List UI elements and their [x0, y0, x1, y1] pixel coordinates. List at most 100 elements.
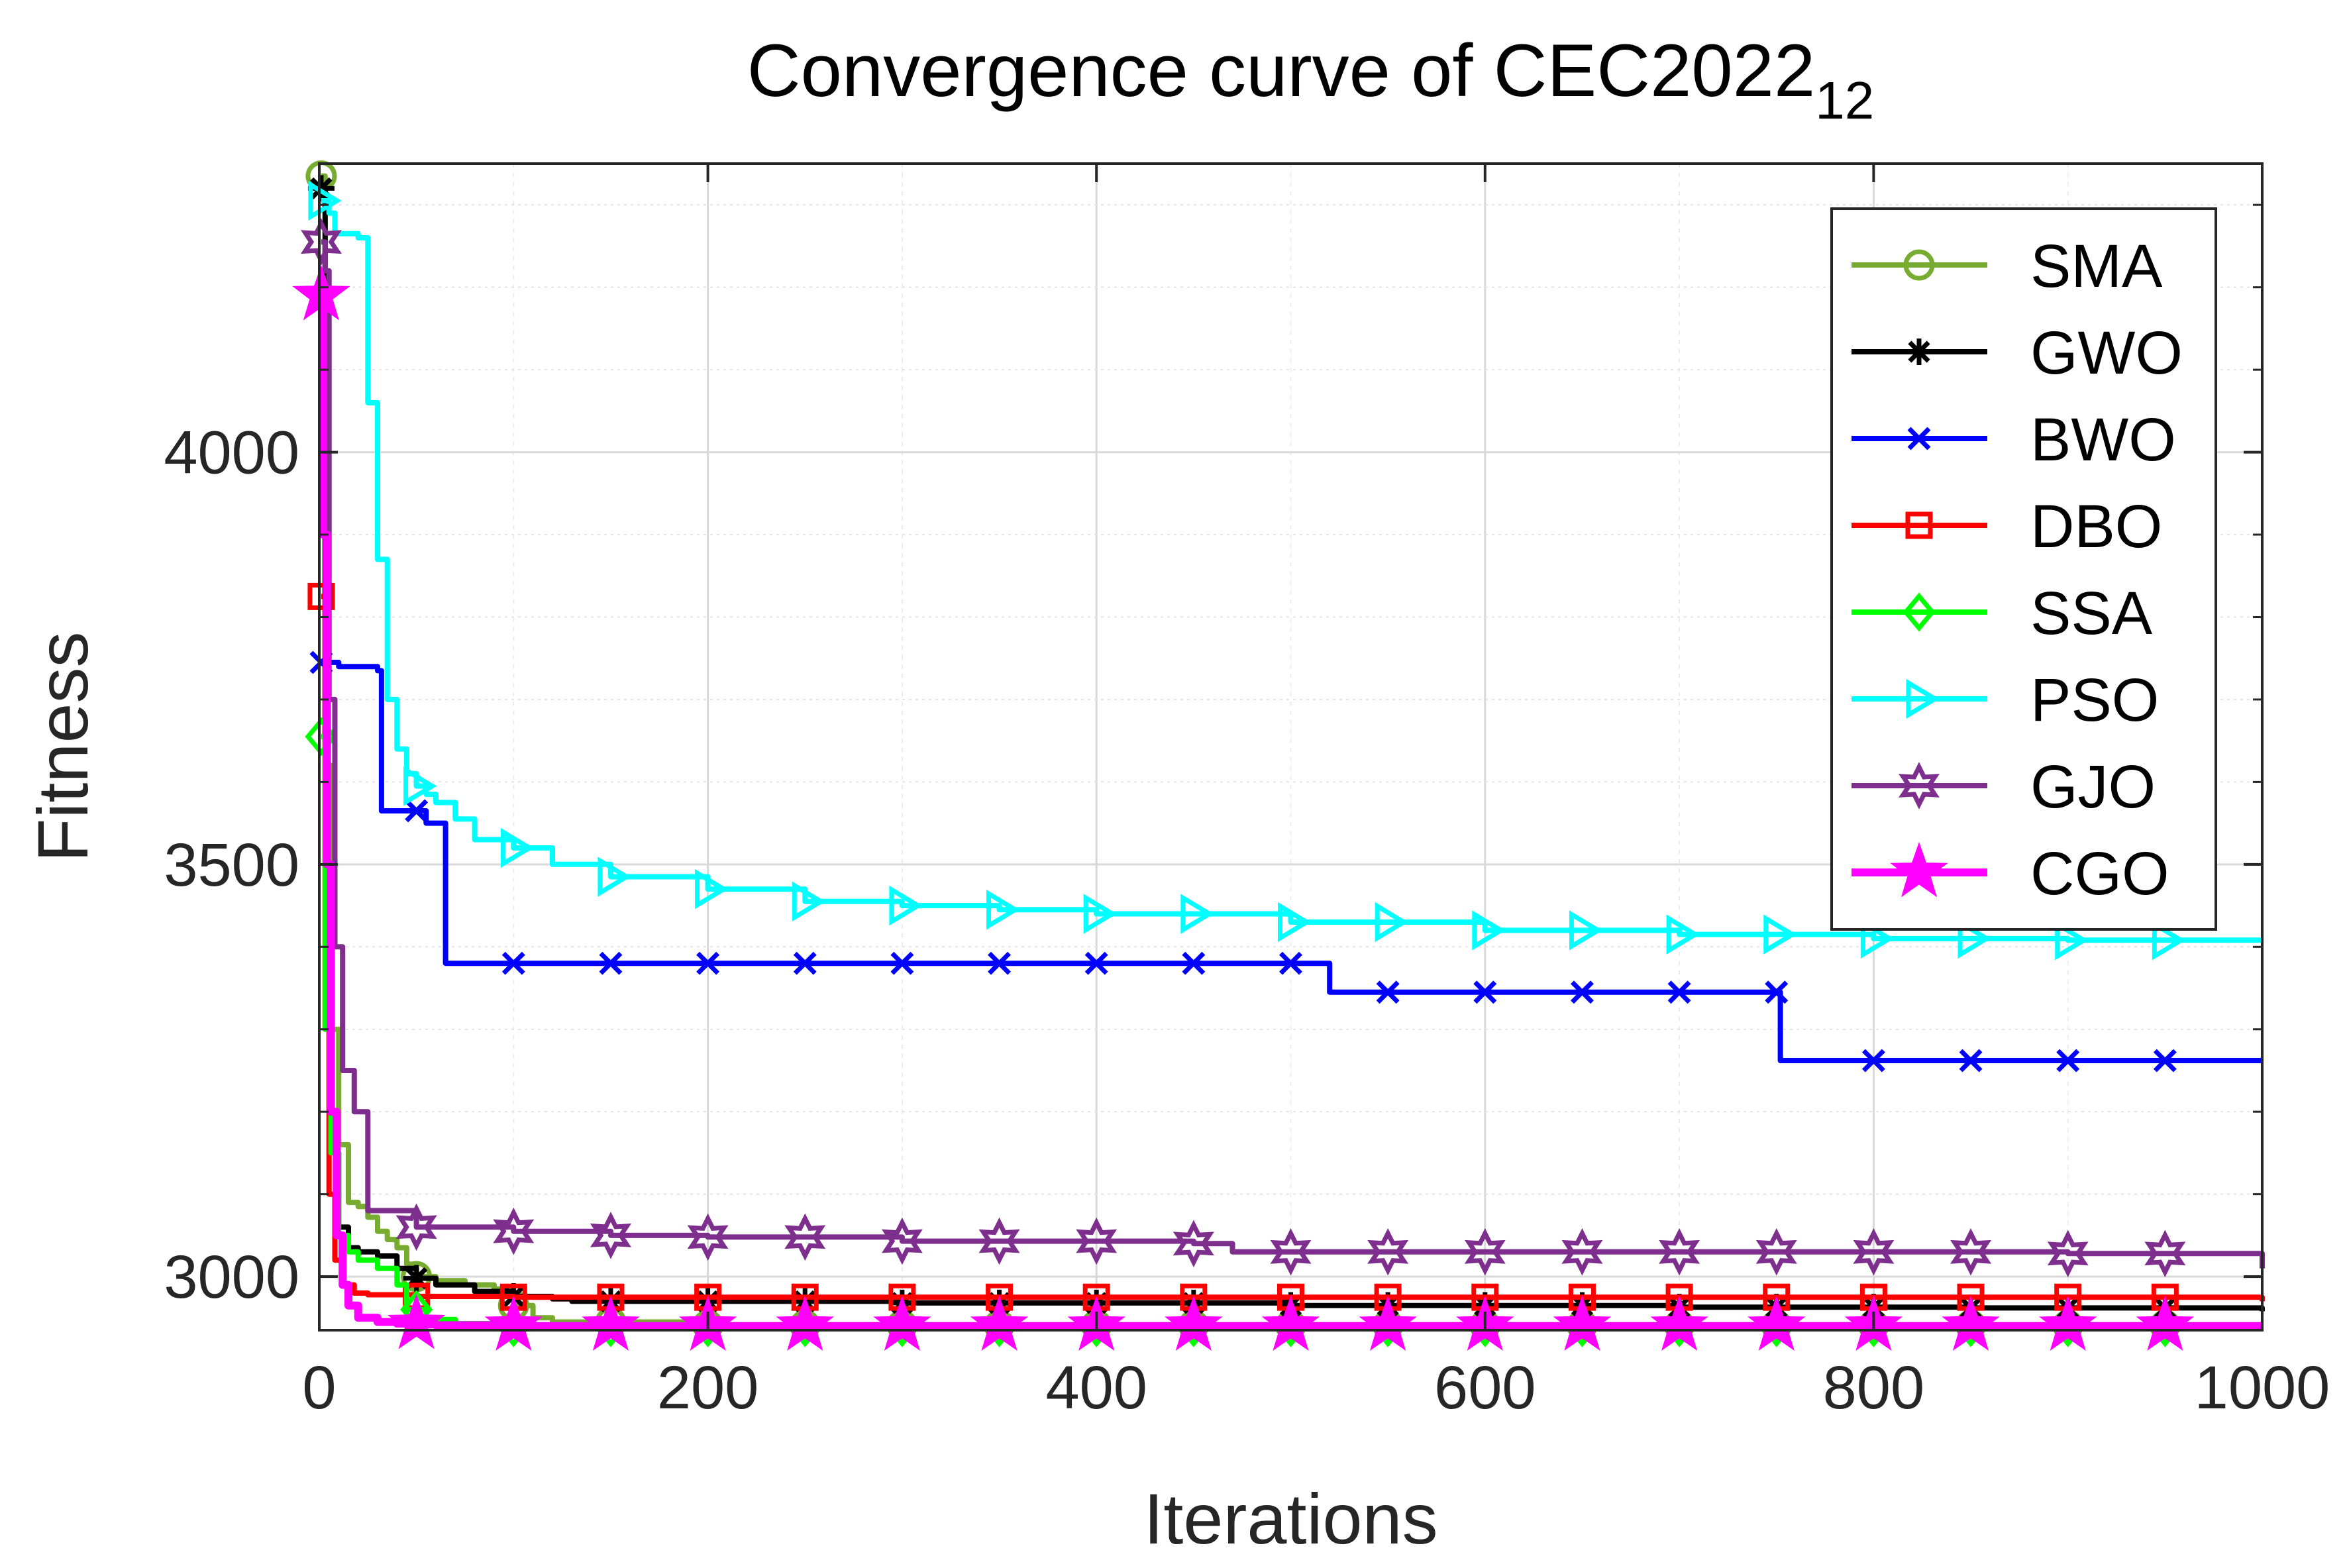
sma-line [321, 173, 2262, 1328]
legend-entry-gjo: GJO [1852, 753, 2156, 821]
bwo-marker-stroke [1182, 951, 1206, 975]
gjo-marker [395, 1203, 437, 1251]
pso-line [321, 198, 2262, 943]
cgo-marker [873, 1295, 931, 1351]
bwo-marker-stroke [501, 951, 525, 975]
gjo-series [300, 218, 2265, 1278]
gwo-marker-stroke [1908, 340, 1930, 363]
cgo-marker [1359, 1295, 1417, 1351]
gjo-marker [1755, 1228, 1797, 1276]
cgo-marker [387, 1294, 446, 1349]
cgo-marker [776, 1295, 835, 1351]
axis-ticks: 0 200 400 600 800 1000 3000 3500 4000 [164, 164, 2330, 1422]
x-tick-label: 800 [1823, 1354, 1925, 1422]
sma-marker [1903, 249, 1935, 281]
bwo-series [309, 651, 2262, 1072]
bwo-marker-stroke [988, 951, 1012, 975]
x-tick-label: 1000 [2195, 1354, 2330, 1422]
cgo-marker [970, 1295, 1029, 1351]
x-axis-label: Iterations [1143, 1479, 1437, 1559]
bwo-marker-stroke [793, 951, 817, 975]
bwo-marker-stroke [890, 951, 914, 975]
pso-marker [2055, 920, 2089, 961]
bwo-marker [793, 951, 817, 975]
bwo-marker [1084, 951, 1108, 975]
y-tick-label: 3000 [164, 1243, 299, 1311]
bwo-marker [1182, 951, 1206, 975]
gjo-marker [1899, 762, 1940, 810]
gwo-marker [1906, 339, 1932, 365]
legend-entry-bwo: BWO [1852, 406, 2176, 474]
gjo-marker [1367, 1228, 1409, 1276]
bwo-markers [309, 651, 2177, 1072]
cgo-marker [1650, 1295, 1708, 1351]
series-lines [292, 160, 2265, 1351]
bwo-marker-stroke [1907, 427, 1931, 450]
x-tick-label: 200 [657, 1354, 759, 1422]
pso-marker [792, 881, 826, 922]
bwo-marker-stroke [1473, 980, 1497, 1004]
bwo-marker-stroke [599, 951, 623, 975]
pso-marker [695, 868, 729, 910]
pso-marker [1083, 894, 1118, 934]
pso-marker [889, 885, 923, 926]
bwo-marker [1667, 980, 1691, 1004]
y-tick-label: 4000 [164, 419, 299, 487]
legend-label-cgo: CGO [2030, 840, 2169, 908]
bwo-marker-stroke [696, 951, 720, 975]
gjo-marker [881, 1217, 923, 1265]
plot-frame [318, 162, 2264, 1332]
cgo-marker [1942, 1295, 2000, 1351]
chart-title-main: Convergence curve of CEC2022 [747, 29, 1815, 112]
pso-marker [2152, 920, 2186, 961]
ssa-marker [1903, 592, 1936, 632]
x-tick-label: 400 [1045, 1354, 1147, 1422]
gjo-marker [300, 218, 342, 266]
cgo-marker [2136, 1295, 2195, 1351]
pso-markers [308, 180, 2186, 961]
pso-series [308, 180, 2262, 961]
pso-marker [1569, 910, 1603, 951]
bwo-marker [405, 799, 429, 823]
legend-entry-gwo: GWO [1852, 319, 2183, 387]
legend-label-ssa: SSA [2030, 580, 2153, 647]
gjo-markers [300, 218, 2186, 1278]
pso-marker [1278, 902, 1312, 943]
legend: SMA GWO BWO DBO SSA PSO GJO CGO [1830, 207, 2217, 931]
legend-box [1830, 207, 2217, 931]
bwo-marker-stroke [405, 799, 429, 823]
cgo-markers [292, 264, 2195, 1351]
cgo-marker [582, 1295, 640, 1351]
legend-entry-pso: PSO [1852, 666, 2159, 734]
bwo-marker-stroke [1279, 951, 1302, 975]
cgo-marker [2038, 1295, 2097, 1351]
chart-title: Convergence curve of CEC202212 [747, 29, 1874, 130]
gjo-marker [1076, 1217, 1118, 1265]
y-axis-label: Fitness [23, 631, 103, 862]
cgo-marker [1747, 1295, 1806, 1351]
gjo-marker [1270, 1228, 1312, 1276]
y-tick-label: 3500 [164, 831, 299, 899]
bwo-marker [988, 951, 1012, 975]
bwo-marker-stroke [1861, 1049, 1885, 1072]
bwo-marker-stroke [1376, 980, 1400, 1004]
bwo-marker [1473, 980, 1497, 1004]
gjo-marker [1464, 1228, 1506, 1276]
legend-label-dbo: DBO [2030, 493, 2162, 560]
gwo-marker-stroke [310, 177, 333, 199]
gjo-marker [590, 1212, 631, 1259]
cgo-marker [1553, 1295, 1612, 1351]
chart-title-subscript: 12 [1815, 71, 1874, 130]
legend-label-gwo: GWO [2030, 319, 2183, 387]
gjo-marker [1950, 1228, 1992, 1276]
gjo-marker [2144, 1229, 2186, 1278]
cgo-marker [292, 264, 350, 321]
bwo-marker-stroke [1570, 980, 1594, 1004]
gjo-marker [687, 1213, 729, 1261]
cgo-marker [1261, 1295, 1320, 1351]
legend-label-sma: SMA [2030, 233, 2163, 300]
bwo-marker [1570, 980, 1594, 1004]
bwo-marker [599, 951, 623, 975]
gjo-marker [978, 1217, 1020, 1265]
